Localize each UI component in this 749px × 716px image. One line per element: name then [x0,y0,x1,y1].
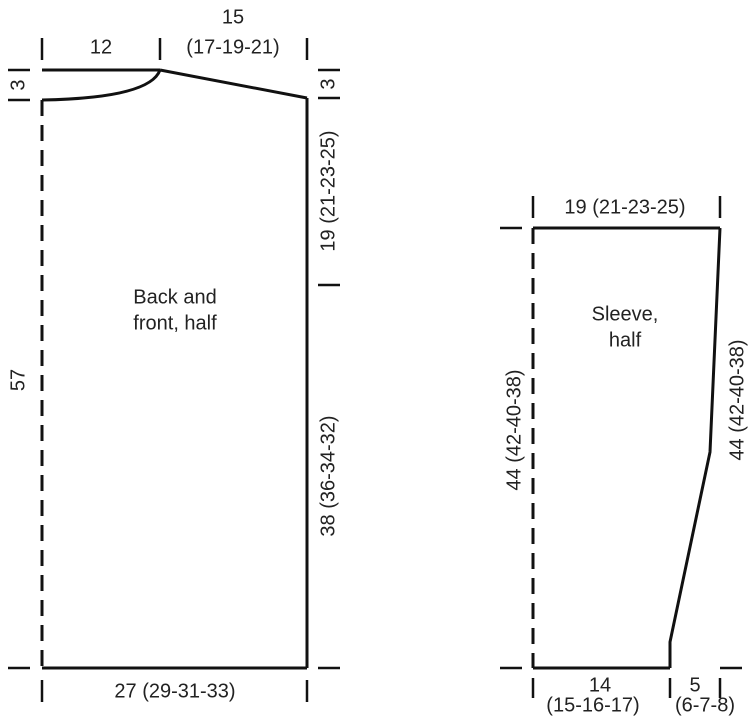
dim-label: 57 [7,369,29,391]
dim-label: 44 (42-40-38) [503,369,525,490]
piece-label: half [609,329,642,351]
piece-label: front, half [133,312,217,334]
dim-label: 15 [222,6,244,28]
dim-label: (6-7-8) [675,694,735,716]
dim-label: 44 (42-40-38) [726,339,748,460]
dim-label: 3 [317,78,339,89]
dim-label: 5 [689,674,700,696]
ticks [8,38,340,702]
shoulder [159,68,308,100]
dim-label: 27 (29-31-33) [114,680,235,702]
sleeve-edge [668,227,722,668]
piece-label: Sleeve, [592,303,659,325]
neckline [41,69,162,102]
ticks [500,196,742,698]
dim-label: 3 [7,79,29,90]
dim-label: 14 [589,674,611,696]
dim-label: 19 (21-23-25) [317,130,339,251]
piece-label: Back and [133,286,216,308]
dim-label: 38 (36-34-32) [317,415,339,536]
dim-label: 19 (21-23-25) [564,196,685,218]
dim-label: (17-19-21) [186,36,279,58]
dim-label: 12 [90,36,112,58]
dim-label: (15-16-17) [546,694,639,716]
sleeve-piece: 19 (21-23-25) 44 (42-40-38) 44 (42-40-38… [500,196,748,716]
back-piece: 12 15 (17-19-21) 3 3 19 (21-23-25) 38 (3… [7,6,340,702]
